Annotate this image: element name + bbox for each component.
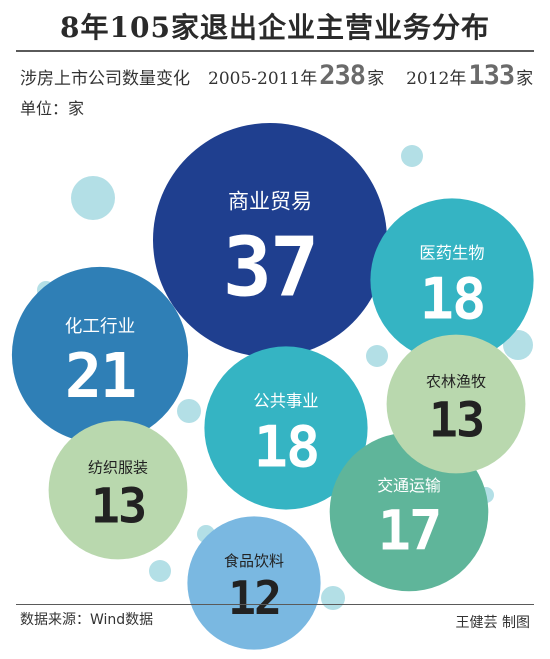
decor-dot-5 — [366, 345, 388, 367]
bubble-value: 13 — [91, 478, 145, 534]
bubble-label: 公共事业 — [253, 391, 318, 410]
bubble-label: 化工行业 — [65, 317, 135, 337]
bubble-circle — [153, 123, 387, 357]
bubble-1: 商业贸易 37 — [153, 123, 387, 357]
period-2012: 2012年 — [406, 69, 467, 89]
bubble-label: 交通运输 — [377, 476, 441, 495]
count-2005-2011: 238 — [319, 60, 366, 91]
count-unit-2: 家 — [516, 69, 534, 89]
bubble-circle — [386, 334, 526, 474]
bubble-3: 医药生物 18 — [370, 198, 534, 362]
bubble-label: 商业贸易 — [228, 190, 312, 214]
top-divider — [16, 50, 534, 52]
bubble-label: 纺织服装 — [88, 458, 148, 476]
subtitle-label: 涉房上市公司数量变化 — [20, 69, 190, 89]
bubble-circle — [11, 266, 189, 444]
decor-dot-4 — [503, 330, 533, 360]
decor-dot-10 — [321, 586, 345, 610]
bubble-value: 13 — [429, 392, 483, 448]
bubble-label: 农林渔牧 — [426, 372, 486, 390]
unit-label: 单位：家 — [20, 99, 85, 118]
bubble-value: 17 — [378, 498, 441, 563]
bubble-circle — [187, 516, 321, 650]
decor-dot-9 — [149, 560, 171, 582]
bubble-7: 纺织服装 13 — [48, 420, 188, 560]
bottom-divider — [16, 604, 534, 605]
bubble-value: 18 — [420, 266, 485, 332]
count-unit-1: 家 — [367, 69, 385, 89]
decor-dot-2 — [71, 176, 115, 220]
bubble-label: 医药生物 — [419, 243, 484, 262]
bubble-value: 12 — [228, 571, 280, 625]
bubble-value: 37 — [223, 220, 318, 315]
bubble-circle — [204, 346, 368, 510]
bubble-2: 化工行业 21 — [11, 266, 189, 444]
chart-title: 8年105家退出企业主营业务分布 — [60, 11, 490, 44]
count-2012: 133 — [468, 60, 515, 91]
bubble-value: 18 — [254, 414, 319, 480]
bubble-circle — [48, 420, 188, 560]
bubble-series: 商业贸易37化工行业21医药生物18公共事业18交通运输17农林渔牧13纺织服装… — [11, 123, 534, 650]
bubble-4: 公共事业 18 — [204, 346, 368, 510]
chart-credit: 王健芸 制图 — [455, 615, 530, 631]
decor-dot-1 — [401, 145, 423, 167]
bubble-circle — [370, 198, 534, 362]
subtitle-row: 涉房上市公司数量变化 2005-2011年 238 家 2012年 133 家 — [20, 60, 533, 92]
bubble-value: 21 — [65, 340, 135, 412]
data-source: 数据来源：Wind数据 — [20, 612, 154, 628]
bubble-label: 食品饮料 — [224, 552, 284, 570]
bubble-6: 农林渔牧 13 — [386, 334, 526, 474]
period-2005-2011: 2005-2011年 — [208, 69, 318, 89]
decor-dot-6 — [177, 399, 201, 423]
